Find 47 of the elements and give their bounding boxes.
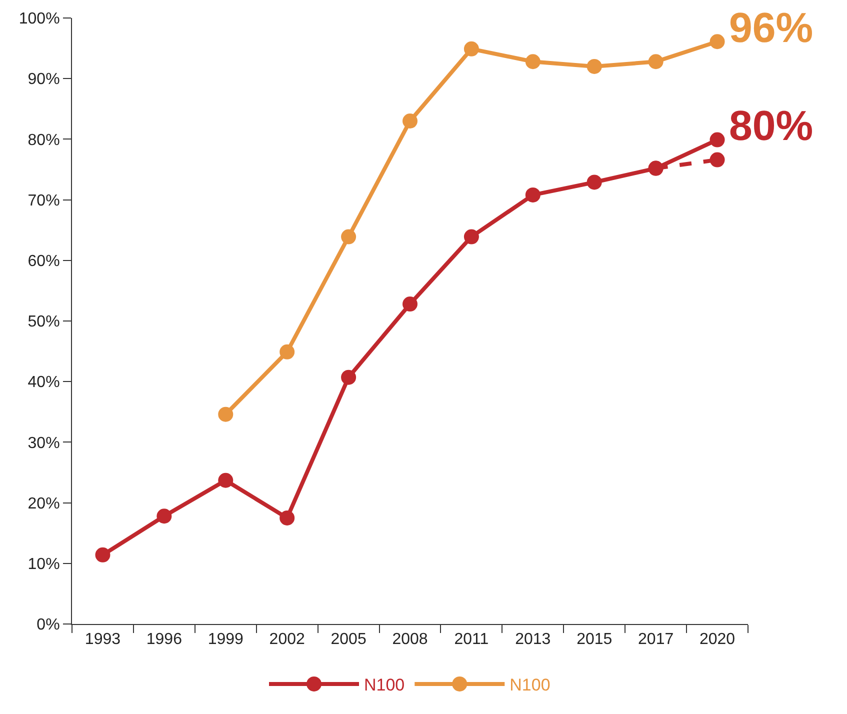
point (710, 34, 725, 50)
y-tick-label: 100% (18, 10, 60, 28)
y-tick-label: 70% (28, 192, 60, 210)
point (464, 41, 479, 56)
text: N100 (364, 676, 405, 695)
point (586, 58, 602, 74)
point (280, 510, 295, 526)
annotation: 96% (729, 4, 814, 51)
y-tick-label: 50% (28, 314, 60, 331)
point (525, 187, 540, 202)
point (95, 547, 110, 562)
point (710, 132, 725, 148)
point (648, 54, 664, 70)
x-tick-label: 2008 (392, 631, 428, 648)
y-tick-label: 80% (28, 132, 60, 149)
x-tick-label: 1999 (208, 631, 244, 648)
point (218, 472, 234, 488)
x-tick-label: 2013 (515, 631, 551, 648)
x-tick-label: 2005 (330, 631, 366, 648)
point (586, 174, 602, 190)
annotation: 80% (729, 102, 814, 149)
y-tick-label: 20% (28, 495, 60, 512)
y-tick-label: 0% (36, 616, 60, 634)
x-tick-label: 2002 (269, 631, 305, 648)
x-tick-label: 2011 (454, 631, 489, 648)
x-tick-label: 1996 (146, 631, 182, 648)
point (402, 114, 418, 129)
point (464, 229, 479, 244)
point (525, 54, 540, 70)
point (218, 406, 234, 422)
point (710, 152, 725, 168)
x-tick-label: 2020 (699, 631, 736, 648)
point (341, 229, 356, 244)
y-tick-label: 90% (28, 71, 60, 88)
x-tick-label: 1993 (84, 631, 121, 648)
y-tick-label: 10% (28, 556, 60, 573)
x-tick-label: 2017 (638, 631, 674, 648)
x-tick-label: 2015 (576, 631, 612, 648)
point (156, 508, 172, 524)
point (648, 160, 664, 176)
point (402, 296, 418, 312)
y-tick-label: 60% (28, 253, 60, 270)
point (341, 370, 356, 385)
point (280, 344, 295, 360)
text: N100 (510, 676, 550, 695)
y-tick-label: 40% (28, 374, 60, 392)
y-tick-label: 30% (28, 434, 60, 452)
